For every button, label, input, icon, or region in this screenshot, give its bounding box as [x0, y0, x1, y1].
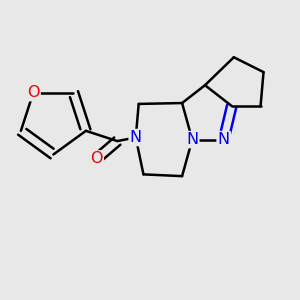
Text: O: O	[90, 152, 103, 166]
Text: N: N	[186, 132, 198, 147]
Text: O: O	[27, 85, 40, 100]
Text: N: N	[218, 132, 230, 147]
Text: N: N	[130, 130, 142, 145]
